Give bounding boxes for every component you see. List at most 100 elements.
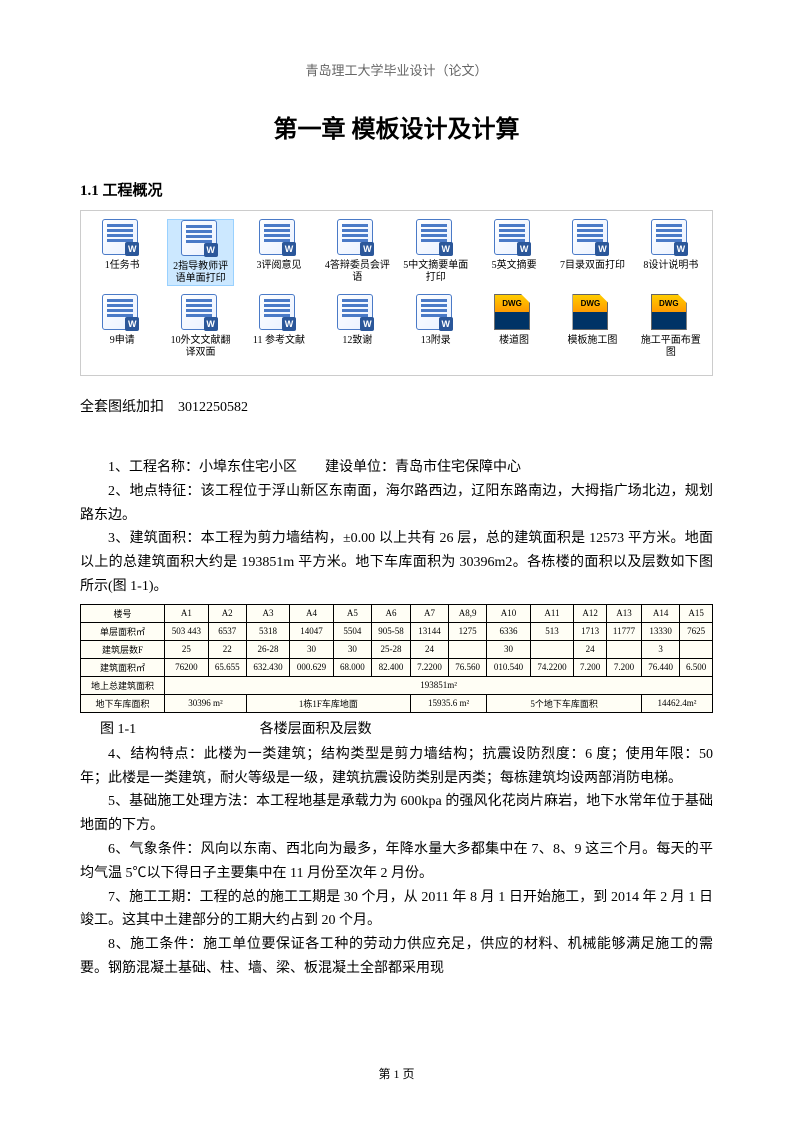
file-label: 12致谢: [342, 335, 372, 347]
file-label: 7目录双面打印: [560, 260, 625, 272]
doc-file-icon: [259, 294, 299, 332]
dwg-file-icon: [572, 294, 612, 332]
para-8: 8、施工条件：施工单位要保证各工种的劳动力供应充足，供应的材料、机械能够满足施工…: [80, 933, 713, 981]
doc-file-icon: [259, 219, 299, 257]
table-cell: 22: [208, 640, 246, 658]
table-cell: 65.655: [208, 658, 246, 676]
table-cell: 24: [410, 640, 448, 658]
table-cell: 1栋1F车库地面: [246, 694, 410, 712]
file-row-1: 1任务书 2指导教师评语单面打印 3评阅意见 4答辩委员会评语 5中文摘要单面打印 5英文…: [89, 219, 704, 286]
table-cell: 6336: [487, 622, 531, 640]
figure-number: 图 1-1: [100, 722, 136, 737]
doc-file-icon: [416, 294, 456, 332]
file-label: 9申请: [110, 335, 135, 347]
file-label: 10外文文献翻译双面: [167, 335, 233, 359]
chapter-name: 模板设计及计算: [346, 117, 520, 143]
table-header-cell: A12: [574, 604, 607, 622]
file-item[interactable]: 楼道图: [481, 294, 547, 359]
table-cell: 建筑面积㎡: [81, 658, 165, 676]
table-cell: 14047: [290, 622, 334, 640]
table-cell: 24: [574, 640, 607, 658]
table-cell: 13330: [642, 622, 680, 640]
table-caption: 图 1-1 各楼层面积及层数: [80, 718, 713, 738]
doc-file-icon: [494, 219, 534, 257]
file-item[interactable]: 8设计说明书: [638, 219, 704, 286]
table-cell: 82.400: [371, 658, 410, 676]
file-item[interactable]: 13附录: [403, 294, 469, 359]
table-header-cell: A14: [642, 604, 680, 622]
table-cell: 建筑层数F: [81, 640, 165, 658]
file-label: 8设计说明书: [643, 260, 698, 272]
table-header-cell: 楼号: [81, 604, 165, 622]
doc-file-icon: [181, 294, 221, 332]
table-cell: 76200: [165, 658, 209, 676]
table-cell: 76.440: [642, 658, 680, 676]
para-3: 3、建筑面积：本工程为剪力墙结构，±0.00 以上共有 26 层，总的建筑面积是…: [80, 527, 713, 598]
table-cell: 76.560: [449, 658, 487, 676]
file-item[interactable]: 12致谢: [324, 294, 390, 359]
table-cell: 1713: [574, 622, 607, 640]
para-6: 6、气象条件：风向以东南、西北向为最多，年降水量大多都集中在 7、8、9 这三个…: [80, 838, 713, 886]
file-label: 4答辩委员会评语: [324, 260, 390, 284]
para-1: 1、工程名称：小埠东住宅小区 建设单位：青岛市住宅保障中心: [80, 456, 713, 480]
file-item[interactable]: 4答辩委员会评语: [324, 219, 390, 286]
table-cell: 010.540: [487, 658, 531, 676]
file-item[interactable]: 11 参考文献: [246, 294, 312, 359]
file-label: 3评阅意见: [256, 260, 301, 272]
file-explorer-panel: 1任务书 2指导教师评语单面打印 3评阅意见 4答辩委员会评语 5中文摘要单面打印 5英文…: [80, 210, 713, 376]
table-header-cell: A1: [165, 604, 209, 622]
file-label: 5英文摘要: [492, 260, 537, 272]
table-header-cell: A8,9: [449, 604, 487, 622]
table-cell: 74.2200: [530, 658, 574, 676]
file-item[interactable]: 5英文摘要: [481, 219, 547, 286]
file-item[interactable]: 1任务书: [89, 219, 155, 286]
table-cell: 1275: [449, 622, 487, 640]
chapter-number: 第一章: [274, 117, 346, 143]
table-cell: 000.629: [290, 658, 334, 676]
table-cell: 905-58: [371, 622, 410, 640]
table-cell: 地上总建筑面积: [81, 676, 165, 694]
para-7: 7、施工工期：工程的总的施工工期是 30 个月，从 2011 年 8 月 1 日…: [80, 886, 713, 934]
figure-title: 各楼层面积及层数: [260, 722, 372, 737]
file-label: 施工平面布置图: [638, 335, 704, 359]
file-label: 1任务书: [105, 260, 140, 272]
file-item[interactable]: 2指导教师评语单面打印: [167, 219, 233, 286]
file-item[interactable]: 3评阅意见: [246, 219, 312, 286]
dwg-file-icon: [494, 294, 534, 332]
file-label: 5中文摘要单面打印: [403, 260, 469, 284]
table-cell: [607, 640, 642, 658]
table-cell: 7625: [680, 622, 713, 640]
table-cell: 单层面积㎡: [81, 622, 165, 640]
table-header-cell: A10: [487, 604, 531, 622]
file-label: 楼道图: [499, 335, 529, 347]
file-label: 13附录: [421, 335, 451, 347]
file-item[interactable]: 7目录双面打印: [559, 219, 625, 286]
doc-file-icon: [337, 294, 377, 332]
contact-note: 全套图纸加扣 3012250582: [80, 396, 713, 416]
file-item[interactable]: 模板施工图: [559, 294, 625, 359]
doc-file-icon: [181, 220, 221, 258]
doc-file-icon: [102, 294, 142, 332]
file-label: 模板施工图: [567, 335, 617, 347]
table-cell: [449, 640, 487, 658]
file-item[interactable]: 10外文文献翻译双面: [167, 294, 233, 359]
dwg-file-icon: [651, 294, 691, 332]
table-header-cell: A3: [246, 604, 290, 622]
table-cell: 5318: [246, 622, 290, 640]
table-cell: 3: [642, 640, 680, 658]
file-item[interactable]: 施工平面布置图: [638, 294, 704, 359]
table-header-cell: A6: [371, 604, 410, 622]
table-cell: 13144: [410, 622, 448, 640]
para-4: 4、结构特点：此楼为一类建筑；结构类型是剪力墙结构；抗震设防烈度：6 度；使用年…: [80, 743, 713, 791]
table-cell: 30: [333, 640, 371, 658]
file-label: 11 参考文献: [253, 335, 305, 347]
table-header-cell: A7: [410, 604, 448, 622]
file-item[interactable]: 9申请: [89, 294, 155, 359]
file-label: 2指导教师评语单面打印: [168, 261, 232, 285]
table-cell: 193851m²: [165, 676, 713, 694]
table-cell: 632.430: [246, 658, 290, 676]
doc-file-icon: [651, 219, 691, 257]
file-item[interactable]: 5中文摘要单面打印: [403, 219, 469, 286]
table-cell: 25: [165, 640, 209, 658]
building-data-table: 楼号A1A2A3A4A5A6A7A8,9A10A11A12A13A14A15单层…: [80, 604, 713, 713]
